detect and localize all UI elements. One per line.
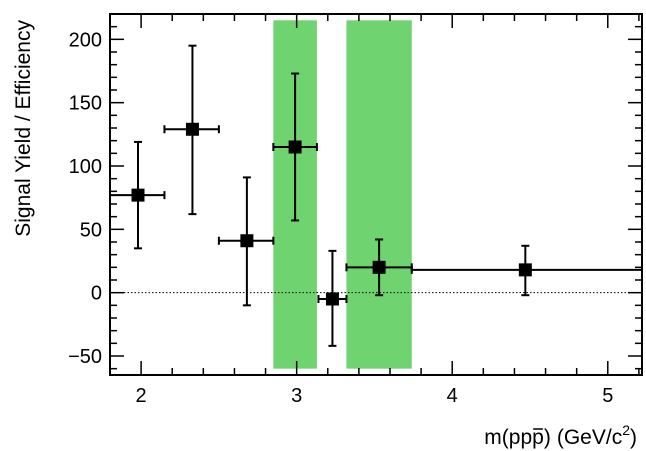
x-tick-label: 5 bbox=[602, 385, 613, 407]
x-axis-title-close: ) bbox=[544, 426, 551, 449]
data-point bbox=[272, 72, 318, 222]
data-point bbox=[110, 140, 166, 250]
data-point bbox=[317, 249, 348, 347]
excluded-band-2 bbox=[346, 20, 412, 369]
y-tick-label: 200 bbox=[69, 29, 102, 51]
y-tick-label: 0 bbox=[91, 283, 102, 305]
x-axis-title-sup: 2 bbox=[622, 422, 630, 438]
x-axis-title-units-close: ) bbox=[630, 426, 637, 449]
y-axis-title: Signal Yield / Efficiency bbox=[12, 20, 35, 237]
square-marker bbox=[325, 292, 339, 306]
y-tick-label: 150 bbox=[69, 93, 102, 115]
y-tick-label: 50 bbox=[80, 219, 102, 241]
y-tick-label: 100 bbox=[69, 156, 102, 178]
x-tick-label: 2 bbox=[136, 385, 147, 407]
x-axis-title: m(ppp) (GeV/c2) bbox=[484, 422, 637, 449]
square-marker bbox=[240, 234, 254, 248]
plot-frame bbox=[109, 13, 643, 376]
x-axis-ticks: 2 3 4 5 bbox=[109, 14, 640, 407]
square-marker bbox=[185, 122, 199, 136]
y-tick-label: −50 bbox=[68, 346, 102, 368]
x-tick-label: 3 bbox=[291, 385, 302, 407]
x-tick-label: 4 bbox=[447, 385, 458, 407]
square-marker bbox=[372, 260, 386, 274]
square-marker bbox=[288, 140, 302, 154]
data-points bbox=[110, 44, 642, 347]
square-marker bbox=[518, 263, 532, 277]
x-axis-title-units: (GeV/c bbox=[557, 426, 622, 449]
y-axis-ticks: −50 0 50 100 150 200 bbox=[68, 13, 642, 370]
square-marker bbox=[131, 188, 145, 202]
x-axis-title-pbar: p bbox=[532, 426, 544, 449]
data-point bbox=[163, 44, 220, 216]
data-point bbox=[217, 176, 275, 307]
data-point bbox=[410, 244, 642, 297]
x-axis-title-main: m(pp bbox=[484, 426, 532, 449]
